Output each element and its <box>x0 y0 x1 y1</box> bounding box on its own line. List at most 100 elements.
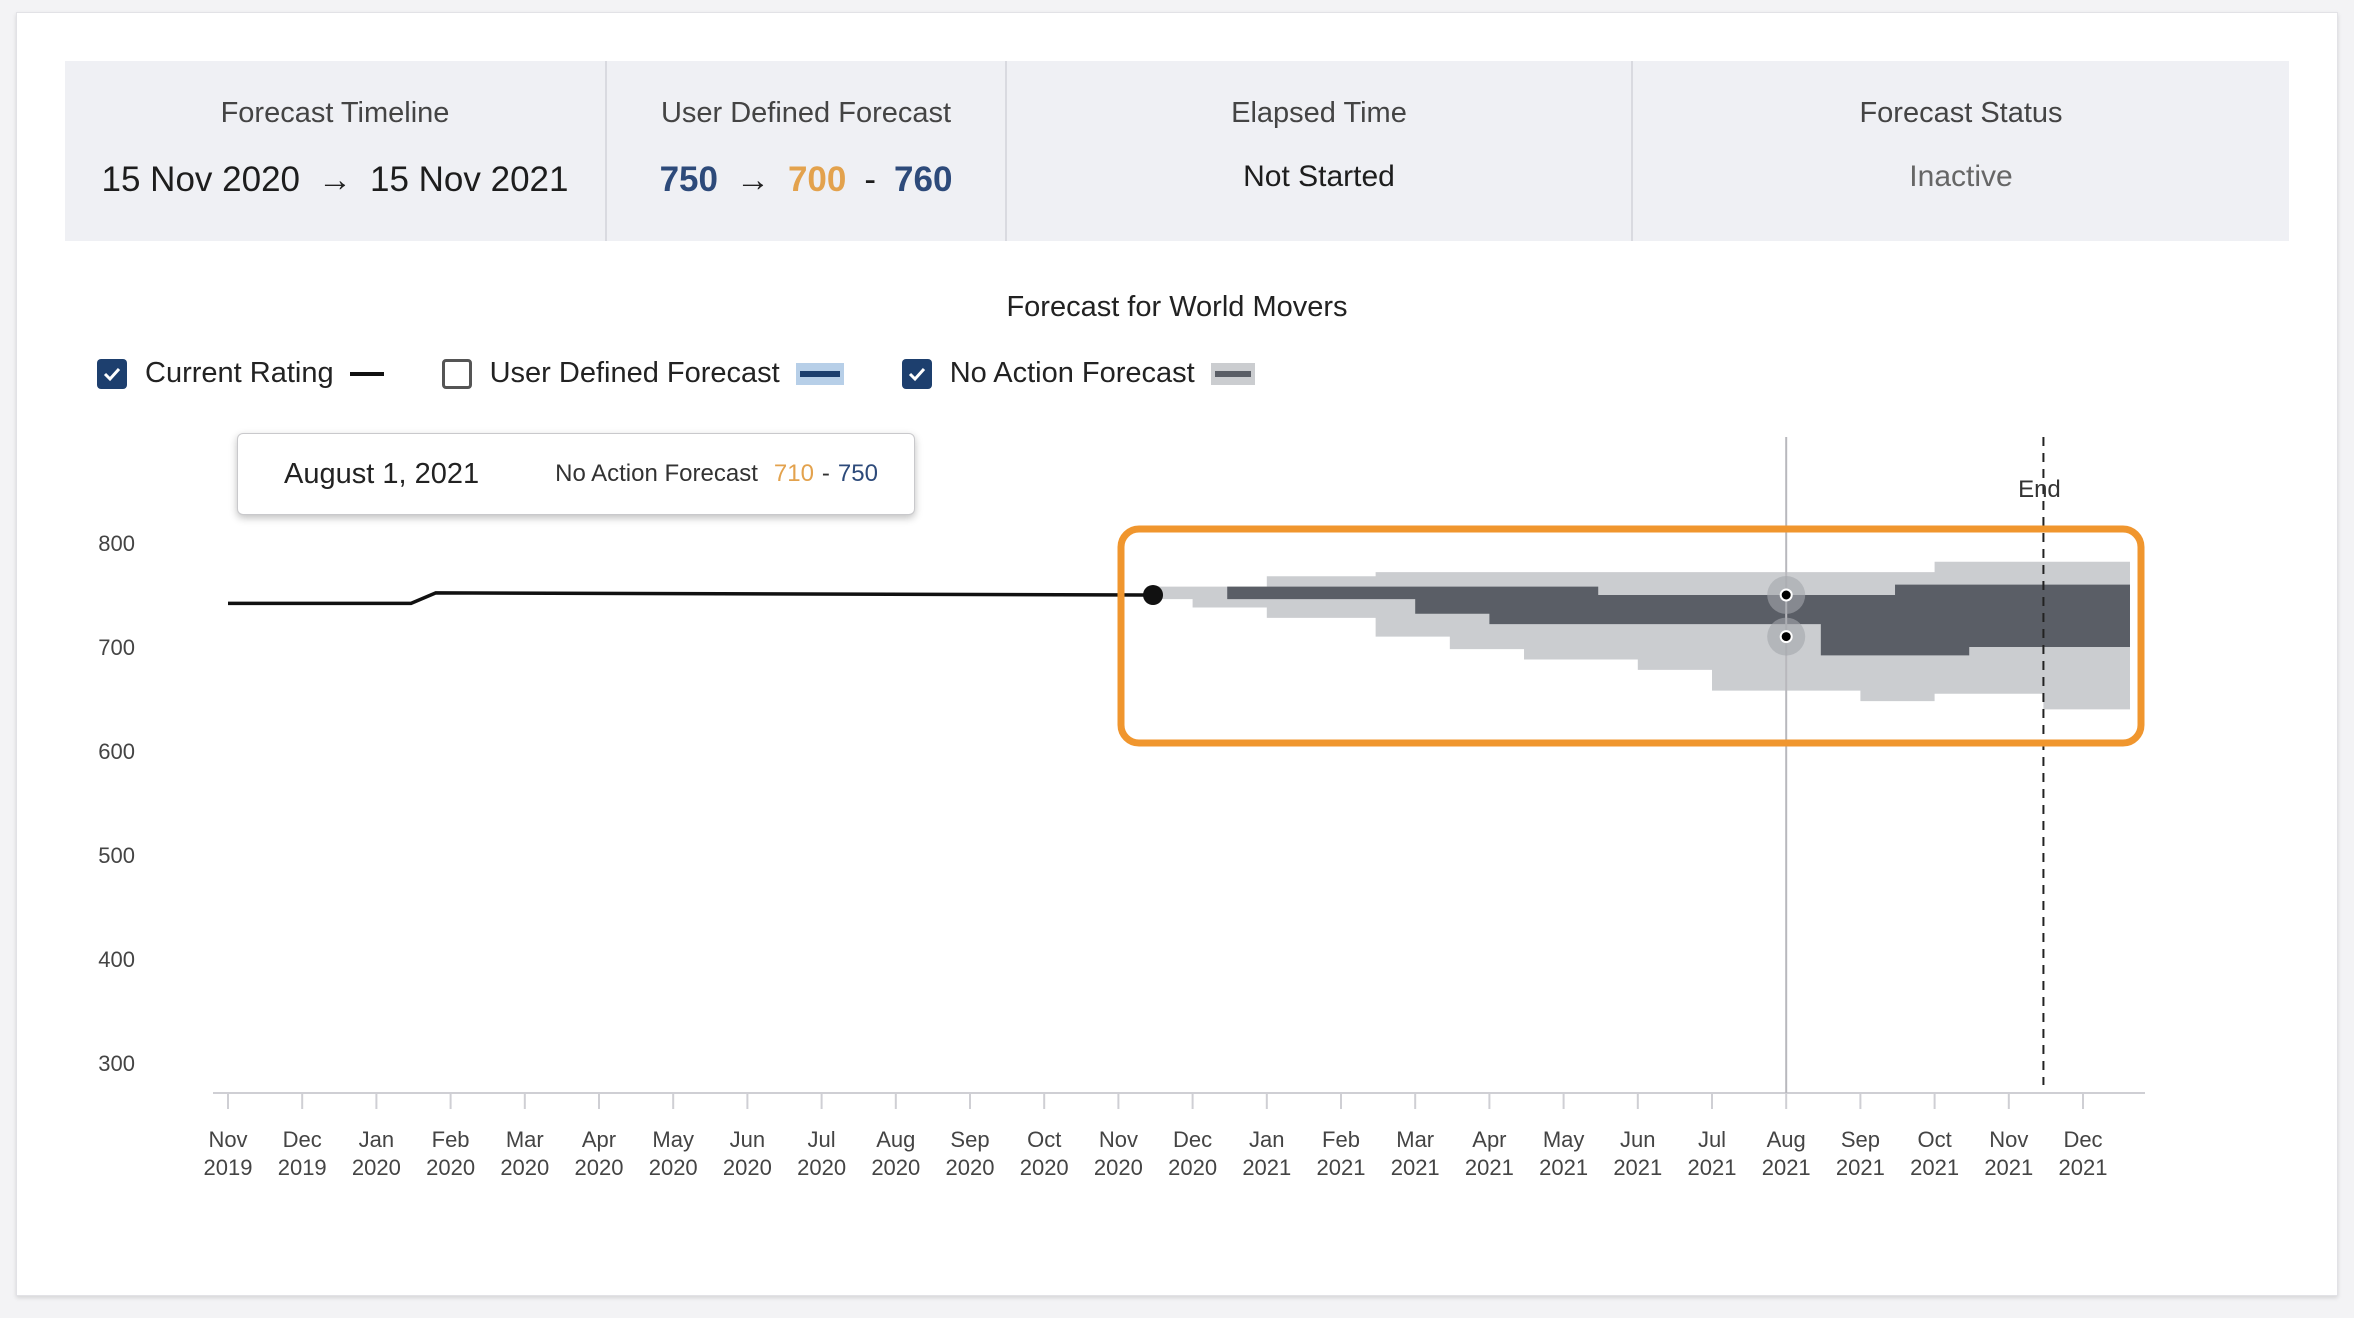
forecast-status-cell: Forecast Status Inactive <box>1633 61 2289 241</box>
no-action-forecast-checkbox[interactable] <box>901 358 932 389</box>
x-tick-month-label: May <box>652 1127 694 1152</box>
checkmark-icon <box>908 367 925 381</box>
end-marker-label: End <box>2018 476 2061 503</box>
x-tick-year-label: 2021 <box>1762 1155 1811 1180</box>
elapsed-time-value: Not Started <box>1243 160 1395 193</box>
chart-tooltip: August 1, 2021 No Action Forecast 710 - … <box>237 433 915 515</box>
x-tick-year-label: 2021 <box>1910 1155 1959 1180</box>
x-tick-year-label: 2021 <box>1613 1155 1662 1180</box>
y-tick-label: 700 <box>98 635 135 660</box>
user-defined-forecast-checkbox[interactable] <box>441 358 472 389</box>
x-tick-month-label: Apr <box>582 1127 616 1152</box>
arrow-right-icon: → <box>735 160 770 199</box>
tooltip-series-name: No Action Forecast <box>555 460 758 487</box>
x-tick-month-label: Nov <box>208 1127 247 1152</box>
x-tick-year-label: 2020 <box>1020 1155 1069 1180</box>
tooltip-date: August 1, 2021 <box>284 457 480 490</box>
x-tick-month-label: Jul <box>1698 1127 1726 1152</box>
x-tick-year-label: 2021 <box>1391 1155 1440 1180</box>
tooltip-low-value: 710 <box>773 460 814 487</box>
forecast-status-label: Forecast Status <box>1859 97 2063 129</box>
current-rating-checkbox[interactable] <box>97 358 127 389</box>
x-tick-month-label: Sep <box>950 1127 989 1152</box>
x-tick-year-label: 2021 <box>1984 1155 2033 1180</box>
forecast-chart[interactable]: 800 700 600 500 400 300 Nov 2019 Dec 2019 Jan 2020 F… <box>17 13 2337 1295</box>
user-defined-forecast-legend-label: User Defined Forecast <box>489 357 780 389</box>
x-tick-year-label: 2021 <box>1688 1155 1737 1180</box>
y-tick-label: 400 <box>98 947 135 972</box>
legend-user-defined-forecast[interactable]: User Defined Forecast <box>441 357 844 390</box>
x-tick-month-label: Dec <box>283 1127 322 1152</box>
timeline-end-date: 15 Nov 2021 <box>370 160 569 199</box>
x-tick-year-label: 2020 <box>500 1155 549 1180</box>
forecast-low-value: 700 <box>787 160 847 199</box>
x-tick-year-label: 2020 <box>426 1155 475 1180</box>
x-tick-month-label: Jan <box>1249 1127 1284 1152</box>
checkmark-icon <box>103 367 121 381</box>
y-tick-label: 600 <box>98 739 135 764</box>
x-tick-month-label: Nov <box>1989 1127 2028 1152</box>
x-tick-month-label: Jan <box>359 1127 394 1152</box>
tooltip-high-value: 750 <box>837 460 878 487</box>
user-defined-forecast-cell: User Defined Forecast 750 → 700 - 760 <box>607 61 1007 241</box>
current-rating-point <box>1143 585 1164 605</box>
x-tick-month-label: Nov <box>1099 1127 1138 1152</box>
timeline-start-date: 15 Nov 2020 <box>101 160 300 199</box>
hover-point <box>1779 588 1793 602</box>
user-defined-forecast-label: User Defined Forecast <box>660 97 952 129</box>
legend-current-rating[interactable]: Current Rating <box>97 357 384 390</box>
user-defined-forecast-value: 750 → 700 - 760 <box>660 160 953 200</box>
y-tick-label: 800 <box>98 531 135 556</box>
x-tick-year-label: 2019 <box>204 1155 253 1180</box>
tooltip-separator: - <box>821 460 830 487</box>
x-tick-month-label: Aug <box>876 1127 915 1152</box>
x-tick-year-label: 2020 <box>1168 1155 1217 1180</box>
user-defined-forecast-swatch-icon <box>795 362 844 385</box>
forecast-summary-bar: Forecast Timeline 15 Nov 2020 → 15 Nov 2… <box>65 61 2289 241</box>
x-tick-year-label: 2020 <box>946 1155 995 1180</box>
x-tick-month-label: Oct <box>1917 1127 1951 1152</box>
x-tick-year-label: 2020 <box>1094 1155 1143 1180</box>
chart-legend: Current Rating User Defined Forecast No … <box>97 357 1313 390</box>
legend-no-action-forecast[interactable]: No Action Forecast <box>901 357 1255 390</box>
x-tick-month-label: Dec <box>1173 1127 1212 1152</box>
x-tick-month-label: Feb <box>432 1127 470 1152</box>
forecast-current-value: 750 <box>659 160 718 199</box>
x-tick-month-label: Mar <box>1396 1127 1434 1152</box>
x-tick-year-label: 2021 <box>2059 1155 2108 1180</box>
x-tick-year-label: 2021 <box>1465 1155 1514 1180</box>
arrow-right-icon: → <box>318 160 352 199</box>
y-tick-label: 300 <box>98 1051 135 1076</box>
current-rating-line <box>228 591 1154 606</box>
x-tick-year-label: 2021 <box>1539 1155 1588 1180</box>
x-tick-month-label: Jun <box>1620 1127 1655 1152</box>
no-action-forecast-inner-band <box>1153 584 2130 656</box>
forecast-high-value: 760 <box>894 160 953 199</box>
x-tick-month-label: Dec <box>2063 1127 2102 1152</box>
x-tick-month-label: Apr <box>1472 1127 1506 1152</box>
x-tick-year-label: 2021 <box>1242 1155 1291 1180</box>
x-tick-year-label: 2020 <box>575 1155 624 1180</box>
elapsed-time-cell: Elapsed Time Not Started <box>1007 61 1633 241</box>
hover-point <box>1779 630 1793 644</box>
no-action-forecast-legend-label: No Action Forecast <box>949 357 1195 389</box>
x-tick-month-label: Feb <box>1322 1127 1360 1152</box>
x-tick-year-label: 2020 <box>723 1155 772 1180</box>
x-tick-year-label: 2020 <box>797 1155 846 1180</box>
forecast-range-separator: - <box>864 160 877 199</box>
x-tick-year-label: 2021 <box>1836 1155 1885 1180</box>
forecast-highlight-box <box>1117 525 2145 747</box>
x-tick-year-label: 2020 <box>352 1155 401 1180</box>
x-tick-month-label: Aug <box>1767 1127 1806 1152</box>
x-tick-year-label: 2020 <box>871 1155 920 1180</box>
x-tick-year-label: 2021 <box>1317 1155 1366 1180</box>
forecast-timeline-value: 15 Nov 2020 → 15 Nov 2021 <box>102 160 569 200</box>
x-tick-year-label: 2019 <box>278 1155 327 1180</box>
x-tick-month-label: Jun <box>730 1127 765 1152</box>
x-tick-month-label: Jul <box>808 1127 836 1152</box>
forecast-status-value: Inactive <box>1909 160 2013 193</box>
chart-title: Forecast for World Movers <box>1006 291 1348 323</box>
current-rating-label: Current Rating <box>145 357 334 389</box>
x-tick-year-label: 2020 <box>649 1155 698 1180</box>
x-tick-month-label: Oct <box>1027 1127 1061 1152</box>
